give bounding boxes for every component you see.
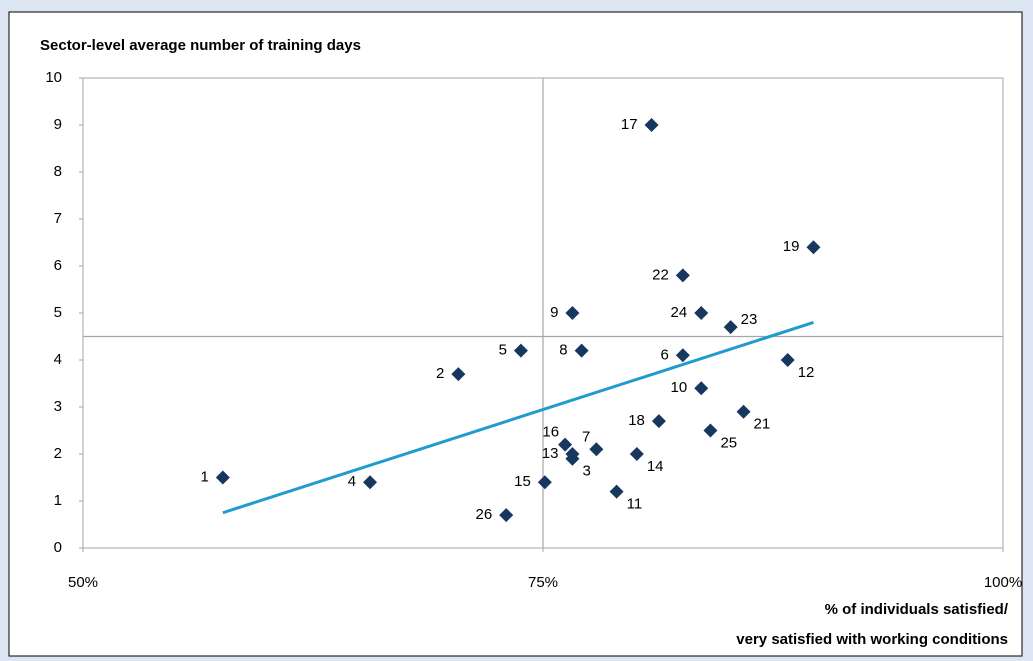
data-point <box>651 414 666 429</box>
point-label: 17 <box>621 116 638 133</box>
point-label: 2 <box>436 365 444 382</box>
y-tick-label: 1 <box>54 492 62 509</box>
point-label: 11 <box>627 496 643 513</box>
data-point <box>499 508 514 523</box>
data-point <box>574 343 589 358</box>
data-point <box>565 447 580 461</box>
data-point <box>513 343 528 358</box>
y-tick-label: 6 <box>54 257 62 274</box>
point-label: 14 <box>647 458 664 475</box>
data-point <box>451 367 466 382</box>
point-label: 6 <box>660 346 668 363</box>
x-axis-label: % of individuals satisfied/ <box>825 601 1009 618</box>
y-tick-label: 0 <box>54 539 62 556</box>
point-label: 19 <box>783 238 800 255</box>
y-tick-label: 5 <box>54 304 62 321</box>
point-label: 21 <box>754 416 771 433</box>
data-point <box>558 437 573 452</box>
y-tick-label: 7 <box>54 210 62 227</box>
point-label: 25 <box>720 434 737 451</box>
data-point <box>644 118 659 132</box>
y-tick-label: 3 <box>54 398 62 415</box>
point-label: 26 <box>476 506 493 523</box>
x-tick-label: 100% <box>984 574 1022 591</box>
data-point <box>629 447 644 461</box>
data-point <box>675 268 690 283</box>
x-tick-label: 50% <box>68 574 98 591</box>
data-point <box>780 353 795 367</box>
data-point <box>694 381 709 396</box>
point-label: 3 <box>582 463 590 480</box>
data-point <box>609 484 624 499</box>
point-label: 8 <box>559 342 567 359</box>
data-point <box>694 306 709 320</box>
point-label: 24 <box>671 304 688 321</box>
point-label: 23 <box>741 311 758 328</box>
data-point <box>703 423 718 438</box>
point-label: 10 <box>671 379 688 396</box>
data-point <box>215 470 230 485</box>
x-axis-label: very satisfied with working conditions <box>736 631 1008 648</box>
point-label: 4 <box>348 473 356 490</box>
trendline <box>222 320 814 515</box>
point-label: 16 <box>542 424 559 441</box>
chart-area <box>8 11 1023 657</box>
x-tick-label: 75% <box>528 574 558 591</box>
data-point <box>736 404 751 419</box>
data-point <box>565 306 580 320</box>
point-label: 7 <box>582 428 590 445</box>
data-point <box>589 442 604 457</box>
point-label: 12 <box>798 364 815 381</box>
data-point <box>675 348 690 363</box>
data-point <box>723 320 738 335</box>
y-tick-label: 9 <box>54 116 62 133</box>
point-label: 1 <box>200 468 208 485</box>
data-point <box>363 475 378 490</box>
point-label: 5 <box>499 342 507 359</box>
chart-title: Sector-level average number of training … <box>40 37 361 54</box>
point-label: 15 <box>514 473 531 490</box>
point-label: 13 <box>542 445 559 462</box>
point-label: 22 <box>652 266 669 283</box>
data-point <box>806 240 821 255</box>
y-tick-label: 2 <box>54 445 62 462</box>
point-label: 9 <box>550 304 558 321</box>
data-point <box>537 475 552 490</box>
point-label: 18 <box>628 412 645 429</box>
y-tick-label: 4 <box>54 351 62 368</box>
y-tick-label: 10 <box>45 69 62 86</box>
y-tick-label: 8 <box>54 163 62 180</box>
